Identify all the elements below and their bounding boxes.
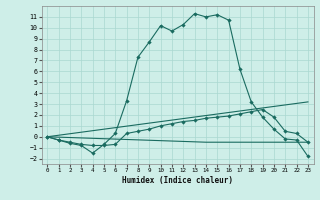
X-axis label: Humidex (Indice chaleur): Humidex (Indice chaleur) — [122, 176, 233, 185]
